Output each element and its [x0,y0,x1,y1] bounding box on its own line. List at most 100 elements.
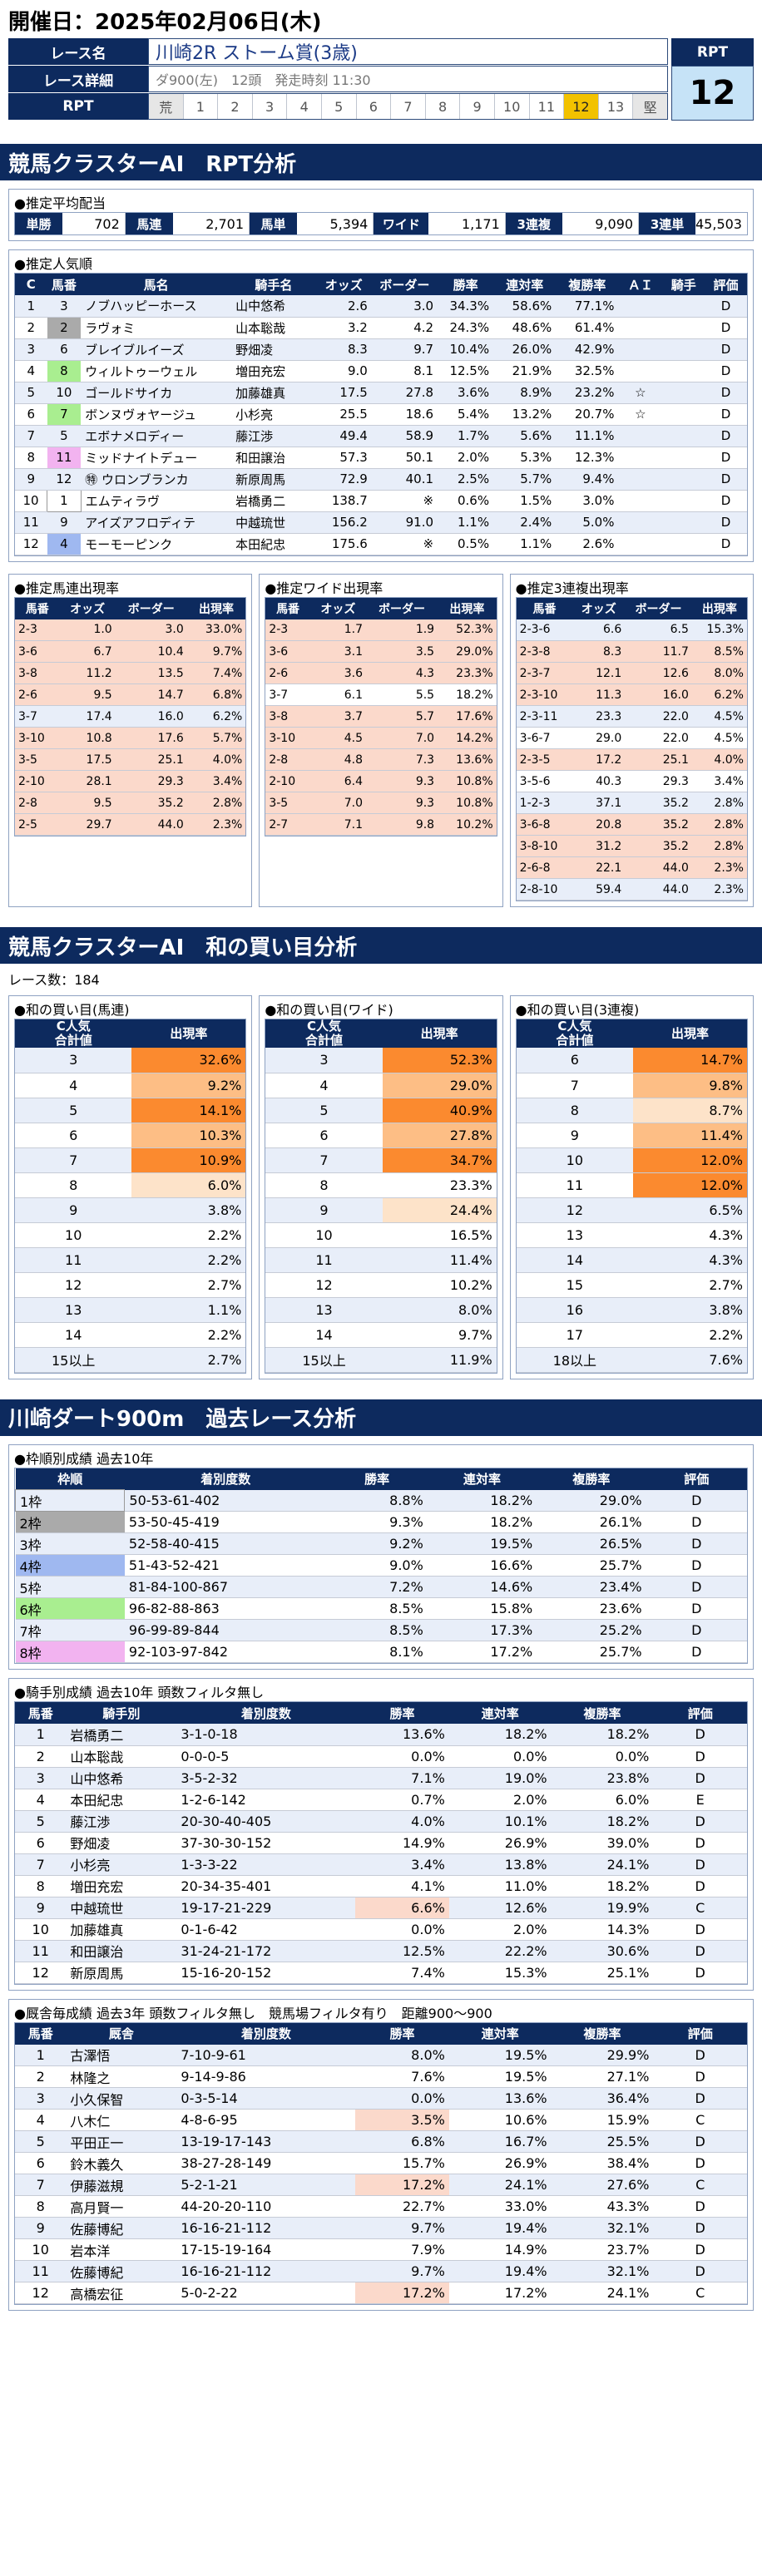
table-cell: 2.2% [131,1247,246,1273]
table-cell: 2-3-6 [516,619,573,641]
table-cell: ※ [371,533,438,555]
table-cell [662,468,705,491]
table-cell: 18.2% [551,1810,654,1833]
table-cell: 小杉亮 [231,403,316,426]
table-cell: D [705,382,747,404]
table-cell: D [653,1940,747,1962]
table-cell: モーモーピンク [81,533,232,555]
rpt-scale-item: 荒 [149,94,184,119]
table-cell: 6 [15,2152,67,2174]
payout-label: ワイド [374,213,429,234]
column-header: 騎手 [662,274,705,295]
trainer-panel: ●厩舎毎成績 過去3年 頭数フィルタ無し 競馬場フィルタ有り 距離900～900… [8,1998,754,2311]
table-cell: 7 [516,1073,634,1098]
table-cell: 3.0 [115,619,187,641]
table-cell: 10.4% [438,338,494,361]
table-cell: 14 [265,1322,383,1348]
table-cell: 34.3% [438,295,494,318]
table-cell: 7.1 [309,813,367,836]
table-cell: 3 [15,2087,67,2110]
table-row: 7 9.8% [516,1073,747,1098]
table-cell: 12.0% [633,1172,747,1198]
table-cell: 23.3 [572,705,626,728]
table-row: 3 6 ブレイブルイーズ 野畑凌 8.3 9.7 10.4% 26.0% 42.9% D [15,338,747,361]
table-cell: 1.7% [438,425,494,447]
column-header: C人気 合計値 [516,1019,634,1048]
table-cell: 2.2% [131,1322,246,1348]
table-cell: 6.1 [309,683,367,706]
table-cell: 24.3% [438,317,494,339]
table-row: 6枠 96-82-88-863 8.5% 15.8% 23.6% D [15,1597,747,1620]
table-cell: 10 [15,2238,67,2261]
table-cell: 23.8% [551,1767,654,1789]
payout-label: 馬連 [125,213,173,234]
table-cell: 138.7 [315,490,372,512]
table-cell: 0.0% [551,1745,654,1768]
table-cell: 19.5% [427,1532,537,1555]
table-row: 11 12.0% [516,1172,747,1198]
column-header: 着別度数 [176,1702,356,1724]
table-cell: 22.7% [355,2195,449,2218]
table-cell: D [653,2217,747,2239]
table-cell: 12.5% [438,360,494,382]
table-row: 9 中越琉世 19-17-21-229 6.6% 12.6% 19.9% C [15,1897,747,1919]
table-cell: 6 [47,338,82,361]
table-cell: 92-103-97-842 [124,1641,327,1663]
table-cell: 27.6% [551,2174,654,2196]
table-cell: 38.4% [551,2152,654,2174]
section-title-rpt: 競馬クラスターAI RPT分析 [0,144,762,180]
column-header: 馬番 [15,597,60,619]
wa-wide-panel: ●和の買い目(ワイド) C人気 合計値 出現率 3 52.3% 4 29.0% 5 40.9% 6… [259,995,503,1379]
table-cell: 1.7 [309,619,367,641]
table-cell: 8.9% [493,382,557,404]
table-cell: 野畑凌 [231,338,316,361]
table-cell: 9.3 [366,792,438,814]
table-cell: 7.4% [355,1962,449,1984]
table-cell: 31.2 [572,835,626,857]
table-row: 2-6 3.6 4.3 23.3% [265,662,497,684]
table-cell: 2.2% [131,1222,246,1248]
table-cell: 40.1 [371,468,438,491]
table-cell: 10.6% [448,2109,552,2131]
table-cell: 38-27-28-149 [176,2152,356,2174]
table-cell: 13 [15,1297,132,1323]
table-cell: 3 [47,295,82,318]
table-row: 2-3-11 23.3 22.0 4.5% [516,705,747,728]
table-cell: 15.8% [427,1597,537,1620]
table-cell: 9.3% [326,1511,428,1533]
table-cell: 10 [15,1222,132,1248]
table-row: 9 3.8% [15,1197,246,1223]
table-cell: 8 [15,1875,67,1897]
rpt-scale-item: 2 [218,94,253,119]
table-cell: 6.0% [551,1789,654,1811]
table-cell: 4.3% [633,1247,747,1273]
table-cell: 24.1% [551,2282,654,2304]
table-cell: 10 [265,1222,383,1248]
column-header: 馬番 [265,597,310,619]
table-cell: D [705,360,747,382]
table-cell [662,295,705,318]
table-row: 12 新原周馬 15-16-20-152 7.4% 15.3% 25.1% D [15,1962,747,1984]
popularity-panel: ●推定人気順 C 馬番 馬名 騎手名 オッズ ボーダー 勝率 連対率 複勝率 ＡＩ 騎手 評価 1 3 ノブ… [8,249,754,562]
table-cell [662,533,705,555]
table-row: 12 4 モーモーピンク 本田紀忠 175.6 ※ 0.5% 1.1% 2.6% D [15,533,747,555]
table-cell: 29.9% [551,2044,654,2066]
table-row: 15 2.7% [516,1272,747,1298]
table-cell: 2-3-5 [516,748,573,771]
table-row: 2-3-5 17.2 25.1 4.0% [516,748,747,771]
table-cell: ミッドナイトデュー [81,447,232,469]
table-cell: D [653,1810,747,1833]
table-cell: 5 [47,425,82,447]
table-cell: 3.8% [633,1297,747,1323]
table-cell: 高橋宏征 [66,2282,177,2304]
table-cell: 5.7% [493,468,557,491]
table-row: 13 4.3% [516,1222,747,1248]
table-cell: 25.7% [537,1641,646,1663]
column-header: ボーダー [115,597,187,619]
table-cell: ※ [371,490,438,512]
table-row: 3 山中悠希 3-5-2-32 7.1% 19.0% 23.8% D [15,1767,747,1789]
table-row: 3枠 52-58-40-415 9.2% 19.5% 26.5% D [15,1532,747,1555]
column-header: 枠順 [15,1468,125,1490]
table-cell: 23.2% [556,382,619,404]
table-cell: 19.5% [448,2065,552,2088]
